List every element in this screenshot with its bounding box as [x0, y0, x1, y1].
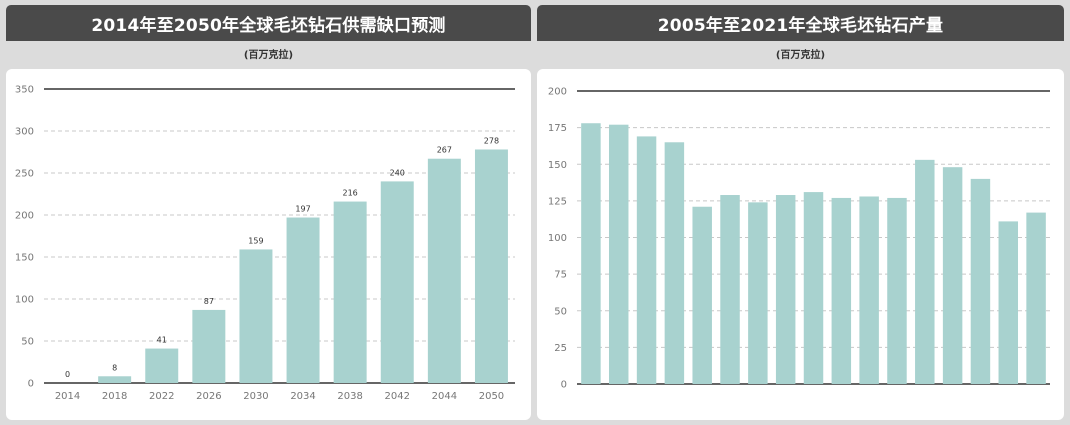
bar-2038 [333, 201, 367, 383]
bar-2015 [859, 196, 879, 384]
data-label: 41 [157, 336, 167, 345]
x-tick-label: 2038 [337, 391, 362, 402]
y-tick-label: 100 [548, 233, 567, 244]
bar-2010 [720, 195, 740, 384]
bar-2021 [1026, 212, 1046, 384]
chart-title: 2005年至2021年全球毛坯钻石产量 [537, 5, 1064, 41]
y-tick-label: 200 [548, 87, 567, 98]
x-tick-label: 2034 [290, 391, 315, 402]
bar-2012 [775, 195, 796, 384]
y-tick-label: 175 [548, 123, 567, 134]
data-label: 267 [437, 146, 452, 155]
bar-2026 [192, 309, 226, 383]
bar-2016 [887, 197, 907, 384]
y-tick-label: 200 [15, 211, 34, 222]
x-tick-label: 2022 [149, 391, 174, 402]
forecast-bar-chart: 0 50 100 150 200 250 300 350 0 2014 8 2018 41 2022 87 2… [15, 85, 515, 402]
chart-card: 0 50 100 150 200 250 300 350 0 2014 8 2018 41 2022 87 2… [6, 69, 531, 420]
bar-2017 [915, 159, 935, 384]
bar-2007 [636, 136, 657, 384]
bar-2018 [98, 376, 132, 383]
x-tick-label: 2050 [479, 391, 504, 402]
x-tick-label: 2014 [55, 391, 80, 402]
bar-2022 [145, 348, 179, 383]
bar-2018 [942, 167, 963, 384]
data-label: 159 [248, 236, 263, 245]
chart-title: 2014年至2050年全球毛坯钻石供需缺口预测 [6, 5, 531, 41]
y-tick-label: 150 [548, 160, 567, 171]
x-tick-label: 2030 [243, 391, 268, 402]
y-tick-label: 100 [15, 295, 34, 306]
data-label: 216 [343, 189, 358, 198]
data-label: 278 [484, 136, 499, 145]
data-label: 8 [112, 363, 117, 372]
x-tick-label: 2018 [102, 391, 127, 402]
bar-2044 [427, 158, 461, 383]
production-bar-chart: 0 25 50 75 100 125 150 175 200 [548, 87, 1050, 391]
y-tick-label: 125 [548, 196, 567, 207]
bar-2019 [970, 178, 991, 384]
data-label: 240 [390, 168, 405, 177]
bar-2005 [581, 123, 601, 385]
bar-2034 [286, 217, 320, 383]
bar-2030 [239, 249, 273, 383]
data-label: 197 [295, 205, 310, 214]
production-chart-panel: 2005年至2021年全球毛坯钻石产量 (百万克拉) 0 25 50 75 100 125… [537, 5, 1064, 420]
y-tick-label: 0 [561, 380, 567, 391]
bar-2014 [831, 197, 852, 384]
y-tick-label: 75 [554, 270, 567, 281]
y-tick-label: 0 [28, 379, 34, 390]
chart-unit-label: (百万克拉) [243, 49, 294, 61]
bar-2006 [608, 124, 629, 384]
y-tick-label: 250 [15, 169, 34, 180]
bar-2050 [474, 149, 508, 383]
bar-2042 [380, 181, 414, 383]
y-tick-label: 25 [554, 343, 567, 354]
forecast-chart-panel: 2014年至2050年全球毛坯钻石供需缺口预测 (百万克拉) 0 50 100 150… [6, 5, 531, 420]
bar-2011 [748, 202, 768, 384]
y-tick-label: 50 [21, 337, 34, 348]
bar-2008 [664, 142, 685, 384]
y-tick-label: 350 [15, 85, 34, 96]
data-label: 0 [65, 370, 70, 379]
x-tick-label: 2042 [385, 391, 410, 402]
bar-2020 [998, 221, 1019, 384]
bar-2009 [692, 206, 712, 384]
x-tick-label: 2026 [196, 391, 221, 402]
chart-card: 0 25 50 75 100 125 150 175 200 [537, 69, 1064, 420]
bar-2013 [803, 192, 824, 384]
y-tick-label: 50 [554, 306, 567, 317]
chart-unit-label: (百万克拉) [775, 49, 826, 61]
y-tick-label: 150 [15, 253, 34, 264]
x-tick-label: 2044 [432, 391, 457, 402]
data-label: 87 [204, 297, 214, 306]
y-tick-label: 300 [15, 127, 34, 138]
